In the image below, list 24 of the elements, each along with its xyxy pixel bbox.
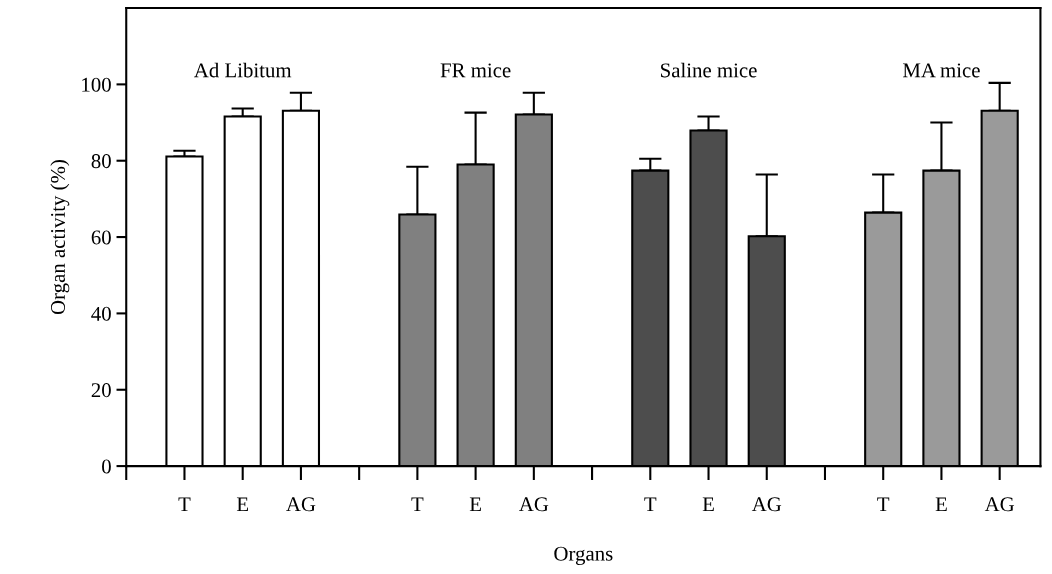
x-tick-label: T bbox=[178, 497, 191, 512]
x-tick-label: T bbox=[644, 497, 657, 512]
x-tick-label: E bbox=[702, 497, 714, 512]
x-tick-label: AG bbox=[751, 497, 782, 512]
x-tick-label: AG bbox=[519, 497, 549, 512]
x-tick-label: E bbox=[469, 497, 481, 512]
annotation: MA mice bbox=[902, 63, 980, 78]
annotation: FR mice bbox=[440, 63, 511, 78]
x-tick-label: E bbox=[236, 497, 249, 512]
x-tick-label: AG bbox=[286, 497, 316, 512]
x-tick-label: T bbox=[411, 497, 424, 512]
y-tick-label: 0 bbox=[102, 459, 111, 474]
y-axis-title: Organ activity (%) bbox=[50, 160, 70, 315]
y-tick-label: 40 bbox=[91, 306, 111, 321]
x-tick-label: E bbox=[935, 497, 947, 512]
y-tick-label: 60 bbox=[91, 230, 111, 245]
annotation: Saline mice bbox=[661, 62, 757, 78]
y-tick-label: 20 bbox=[91, 383, 111, 398]
x-tick-label: T bbox=[877, 497, 890, 512]
y-tick-label: 80 bbox=[91, 154, 111, 169]
y-tick-label: 100 bbox=[82, 77, 111, 92]
x-tick-label: AG bbox=[984, 497, 1015, 512]
annotation: Ad Libitum bbox=[194, 62, 292, 78]
x-axis-title: Organs bbox=[554, 546, 613, 565]
